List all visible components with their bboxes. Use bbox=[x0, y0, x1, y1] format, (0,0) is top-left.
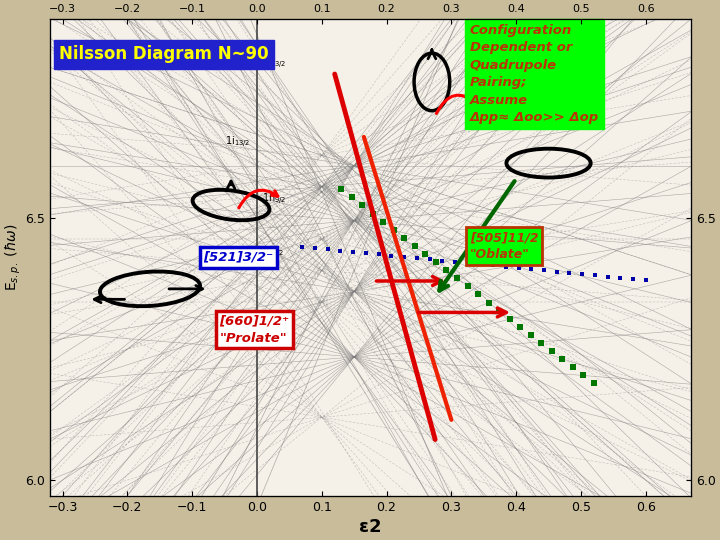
Y-axis label: E$_{s.p.}$ ($\hbar\omega$): E$_{s.p.}$ ($\hbar\omega$) bbox=[4, 224, 24, 291]
Text: [660]1/2⁺
"Prolate": [660]1/2⁺ "Prolate" bbox=[220, 315, 289, 345]
Text: 1i$_{13/2}$: 1i$_{13/2}$ bbox=[225, 134, 251, 150]
Text: 3p$_{3/2}$: 3p$_{3/2}$ bbox=[262, 56, 287, 71]
Text: 2f$_{7/2}$: 2f$_{7/2}$ bbox=[262, 245, 284, 260]
Text: [521]3/2⁻: [521]3/2⁻ bbox=[204, 251, 274, 264]
Text: Nilsson Diagram N~90: Nilsson Diagram N~90 bbox=[59, 45, 269, 63]
X-axis label: ε2: ε2 bbox=[359, 518, 382, 536]
Text: [505]11/2
"Oblate": [505]11/2 "Oblate" bbox=[469, 231, 539, 261]
Text: 1h$_{9/2}$: 1h$_{9/2}$ bbox=[262, 192, 287, 207]
Text: Configuration
Dependent or
Quadrupole
Pairing;
Assume
Δpp≈ Δoo>> Δop: Configuration Dependent or Quadrupole Pa… bbox=[469, 24, 599, 124]
